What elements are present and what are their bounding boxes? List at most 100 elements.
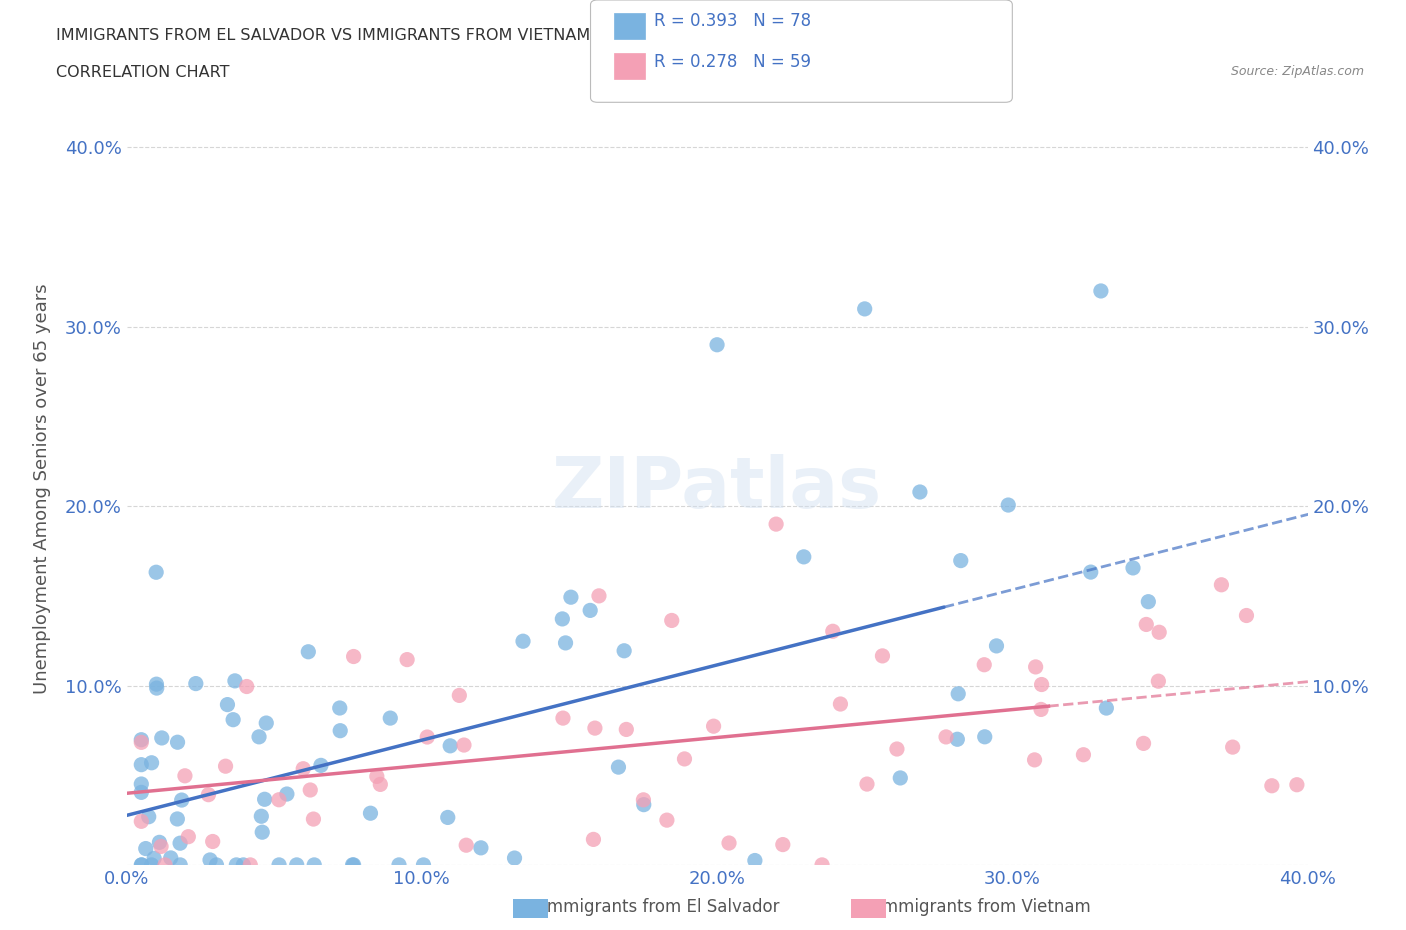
Immigrants from Vietnam [153,857,176,872]
Immigrants from El Salvador [129,785,153,800]
Immigrants from El Salvador [512,633,534,648]
Text: Immigrants from Vietnam: Immigrants from Vietnam [877,897,1091,916]
Immigrants from El Salvador [889,771,911,786]
Immigrants from El Salvador [329,724,352,738]
Immigrants from El Salvador [1122,561,1144,576]
Immigrants from El Salvador [148,835,170,850]
Immigrants from Vietnam [1222,739,1244,754]
Immigrants from Vietnam [235,679,257,694]
Immigrants from Vietnam [1029,702,1052,717]
Text: Source: ZipAtlas.com: Source: ZipAtlas.com [1230,65,1364,78]
Immigrants from Vietnam [633,792,655,807]
Immigrants from Vietnam [1236,608,1258,623]
Immigrants from El Salvador [560,590,582,604]
Immigrants from El Salvador [143,851,166,866]
Immigrants from Vietnam [821,624,844,639]
Immigrants from El Salvador [267,857,290,872]
Immigrants from Vietnam [1147,673,1170,688]
Y-axis label: Unemployment Among Seniors over 65 years: Unemployment Among Seniors over 65 years [32,283,51,694]
Immigrants from El Salvador [224,673,246,688]
Immigrants from Vietnam [292,762,315,777]
Immigrants from El Salvador [170,792,193,807]
Immigrants from El Salvador [359,805,381,820]
Immigrants from El Salvador [225,857,247,872]
Immigrants from Vietnam [201,834,224,849]
Text: IMMIGRANTS FROM EL SALVADOR VS IMMIGRANTS FROM VIETNAM UNEMPLOYMENT AMONG SENIOR: IMMIGRANTS FROM EL SALVADOR VS IMMIGRANT… [56,28,1004,43]
Immigrants from Vietnam [765,517,787,532]
Text: CORRELATION CHART: CORRELATION CHART [56,65,229,80]
Immigrants from Vietnam [416,730,439,745]
Immigrants from Vietnam [299,782,322,797]
Immigrants from El Salvador [470,841,492,856]
Immigrants from Vietnam [1025,659,1047,674]
Immigrants from Vietnam [1344,705,1367,720]
Immigrants from El Salvador [159,851,181,866]
Immigrants from Vietnam [1073,748,1095,763]
Immigrants from Vietnam [661,613,683,628]
Immigrants from El Salvador [285,857,308,872]
Immigrants from El Salvador [254,715,277,730]
Immigrants from El Salvador [141,857,163,872]
Immigrants from El Salvador [908,485,931,499]
Immigrants from El Salvador [439,738,461,753]
Immigrants from El Salvador [793,550,815,565]
Immigrants from El Salvador [135,841,157,856]
Immigrants from El Salvador [986,639,1008,654]
Text: ZIPatlas: ZIPatlas [553,454,882,523]
Immigrants from Vietnam [614,722,637,737]
Immigrants from El Salvador [145,677,167,692]
Immigrants from Vietnam [811,857,834,872]
Immigrants from El Salvador [217,698,239,712]
Immigrants from El Salvador [436,810,458,825]
Immigrants from El Salvador [997,498,1019,512]
Immigrants from Vietnam [703,719,725,734]
Immigrants from El Salvador [253,791,276,806]
Immigrants from El Salvador [412,857,434,872]
Immigrants from Vietnam [582,832,605,847]
Immigrants from Vietnam [772,837,794,852]
Immigrants from Vietnam [302,812,325,827]
Immigrants from El Salvador [145,681,167,696]
Immigrants from Vietnam [935,729,957,744]
Immigrants from El Salvador [551,611,574,626]
Immigrants from Vietnam [856,777,879,791]
Immigrants from Vietnam [872,648,894,663]
Immigrants from Vietnam [370,777,392,791]
Immigrants from El Salvador [302,857,325,872]
Immigrants from Vietnam [129,735,153,750]
Immigrants from Vietnam [1147,625,1170,640]
Immigrants from Vietnam [886,741,908,756]
Immigrants from El Salvador [250,809,273,824]
Immigrants from El Salvador [169,857,191,872]
Immigrants from Vietnam [366,769,388,784]
Immigrants from Vietnam [396,652,419,667]
Immigrants from Vietnam [1211,578,1233,592]
Immigrants from Vietnam [588,589,610,604]
Immigrants from Vietnam [214,759,236,774]
Immigrants from El Salvador [129,732,153,747]
Immigrants from El Salvador [138,809,160,824]
Immigrants from El Salvador [297,644,319,659]
Immigrants from El Salvador [380,711,402,725]
Immigrants from El Salvador [342,857,364,872]
Immigrants from El Salvador [949,553,972,568]
Immigrants from El Salvador [1095,700,1118,715]
Immigrants from El Salvador [184,676,207,691]
Immigrants from Vietnam [129,814,153,829]
Immigrants from El Salvador [1080,565,1102,579]
Immigrants from El Salvador [948,686,970,701]
Immigrants from El Salvador [329,700,352,715]
Immigrants from El Salvador [503,851,526,866]
Immigrants from Vietnam [1285,777,1308,792]
Immigrants from Vietnam [197,787,219,802]
Immigrants from El Salvador [232,857,254,872]
Immigrants from El Salvador [1137,594,1160,609]
Immigrants from El Salvador [554,635,576,650]
Immigrants from El Salvador [388,857,411,872]
Immigrants from Vietnam [1024,752,1046,767]
Immigrants from Vietnam [174,768,197,783]
Immigrants from El Salvador [1090,284,1112,299]
Immigrants from Vietnam [177,830,200,844]
Immigrants from Vietnam [1132,736,1154,751]
Immigrants from El Salvador [166,735,188,750]
